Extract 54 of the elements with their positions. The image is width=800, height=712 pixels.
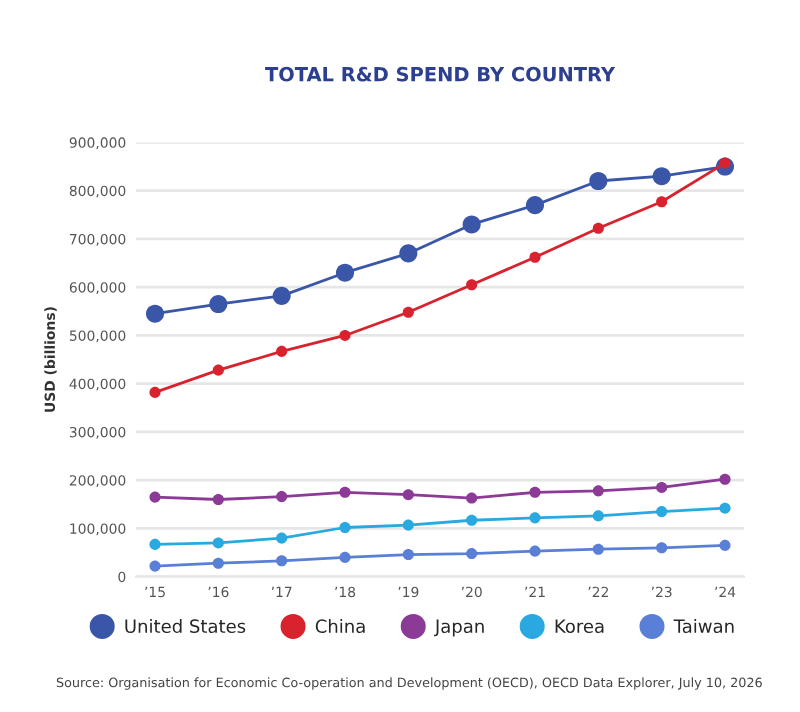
point xyxy=(462,215,481,234)
point xyxy=(212,537,224,549)
point xyxy=(466,548,478,560)
point xyxy=(272,286,291,305)
point xyxy=(656,196,668,208)
point xyxy=(652,167,671,186)
point xyxy=(529,545,541,557)
point xyxy=(212,364,224,376)
point xyxy=(339,329,351,341)
point xyxy=(656,481,668,493)
point xyxy=(466,492,478,504)
point xyxy=(719,539,731,551)
point xyxy=(525,196,545,215)
legend-label: United States xyxy=(125,619,246,634)
point xyxy=(529,512,541,524)
point xyxy=(402,519,414,531)
point xyxy=(149,560,161,572)
point xyxy=(592,543,604,555)
point xyxy=(719,502,731,514)
point xyxy=(656,506,668,518)
point xyxy=(402,548,414,561)
point xyxy=(335,263,355,282)
point xyxy=(592,510,604,522)
point xyxy=(212,493,224,506)
point xyxy=(209,295,228,314)
point xyxy=(149,538,161,550)
point xyxy=(466,279,478,291)
point xyxy=(276,555,288,567)
point xyxy=(589,171,608,191)
legend-label: Korea xyxy=(555,619,604,634)
legend-label: Taiwan xyxy=(673,619,734,634)
point xyxy=(149,386,161,398)
point xyxy=(399,244,418,263)
point xyxy=(592,222,604,234)
point xyxy=(212,557,224,569)
point xyxy=(276,345,288,357)
legend-label: China xyxy=(315,619,365,634)
point xyxy=(592,485,604,497)
point xyxy=(529,486,541,498)
point xyxy=(276,491,288,503)
point xyxy=(656,542,668,554)
point xyxy=(402,489,414,501)
legend-label: Japan xyxy=(433,619,484,637)
point xyxy=(149,491,161,503)
point xyxy=(339,486,351,498)
point xyxy=(402,306,414,318)
point xyxy=(466,514,478,526)
point xyxy=(276,532,288,544)
point xyxy=(145,304,165,323)
point xyxy=(529,251,541,263)
point xyxy=(339,521,351,534)
point xyxy=(339,551,351,563)
point xyxy=(719,473,731,485)
chart-title: TOTAL R&D SPEND BY COUNTRY xyxy=(265,66,616,82)
